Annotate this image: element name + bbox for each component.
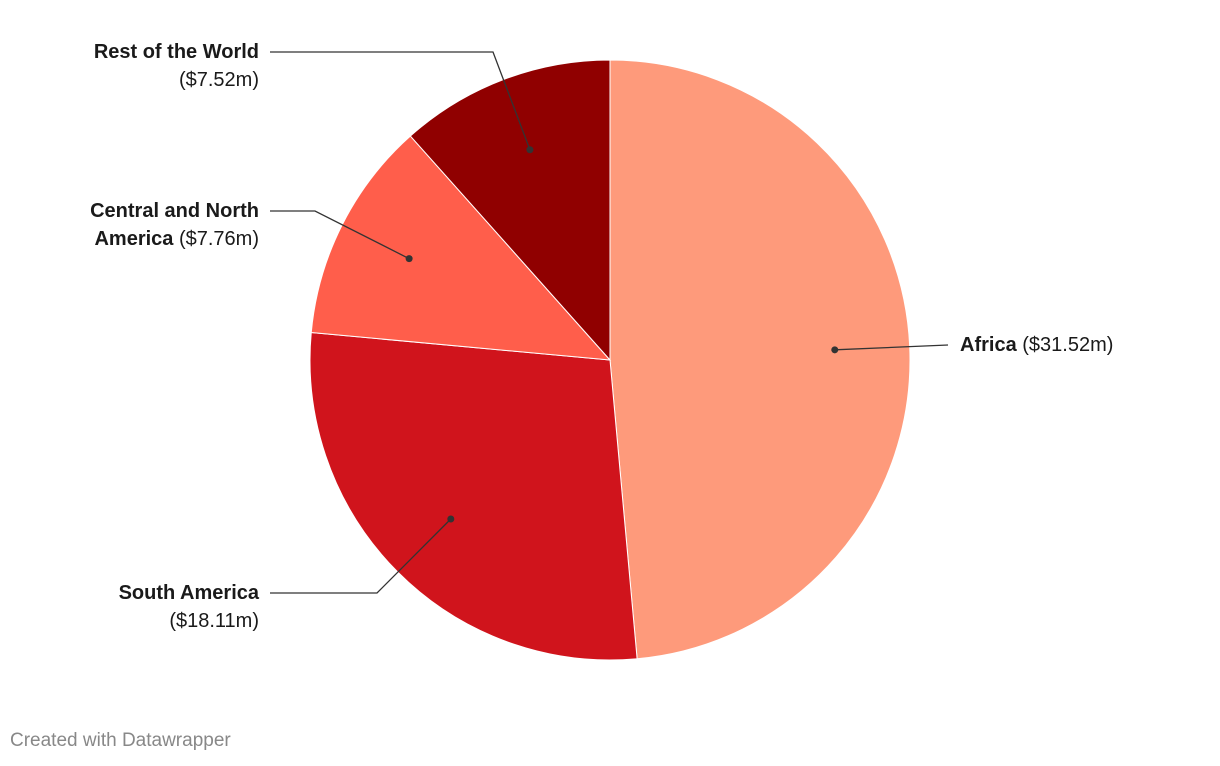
slice-label: Central and North America ($7.76m) [59, 197, 259, 253]
value-label: ($7.76m) [178, 228, 259, 250]
leader-line [834, 344, 949, 351]
pie-slice [609, 59, 911, 660]
slice-label: Africa ($31.52m) [960, 331, 1113, 359]
leader-dot [447, 515, 455, 523]
value-label: ($18.11m) [169, 610, 259, 632]
value-label: ($31.52m) [1022, 334, 1114, 356]
slice-label: Rest of the World ($7.52m) [59, 38, 259, 94]
slice-label: South America ($18.11m) [59, 579, 259, 635]
leader-line [270, 51, 531, 150]
leader-dot [405, 255, 413, 263]
category-name: Rest of the World [93, 41, 259, 63]
category-name: Central and North America [90, 200, 259, 250]
leader-line [270, 518, 452, 594]
leader-dot [831, 346, 839, 354]
leader-line [270, 210, 410, 260]
category-name: Africa [960, 334, 1017, 356]
pie-slice [309, 331, 638, 661]
leader-dot [526, 146, 534, 154]
value-label: ($7.52m) [178, 69, 259, 91]
credit: Created with Datawrapper [10, 730, 231, 751]
category-name: South America [118, 582, 259, 604]
